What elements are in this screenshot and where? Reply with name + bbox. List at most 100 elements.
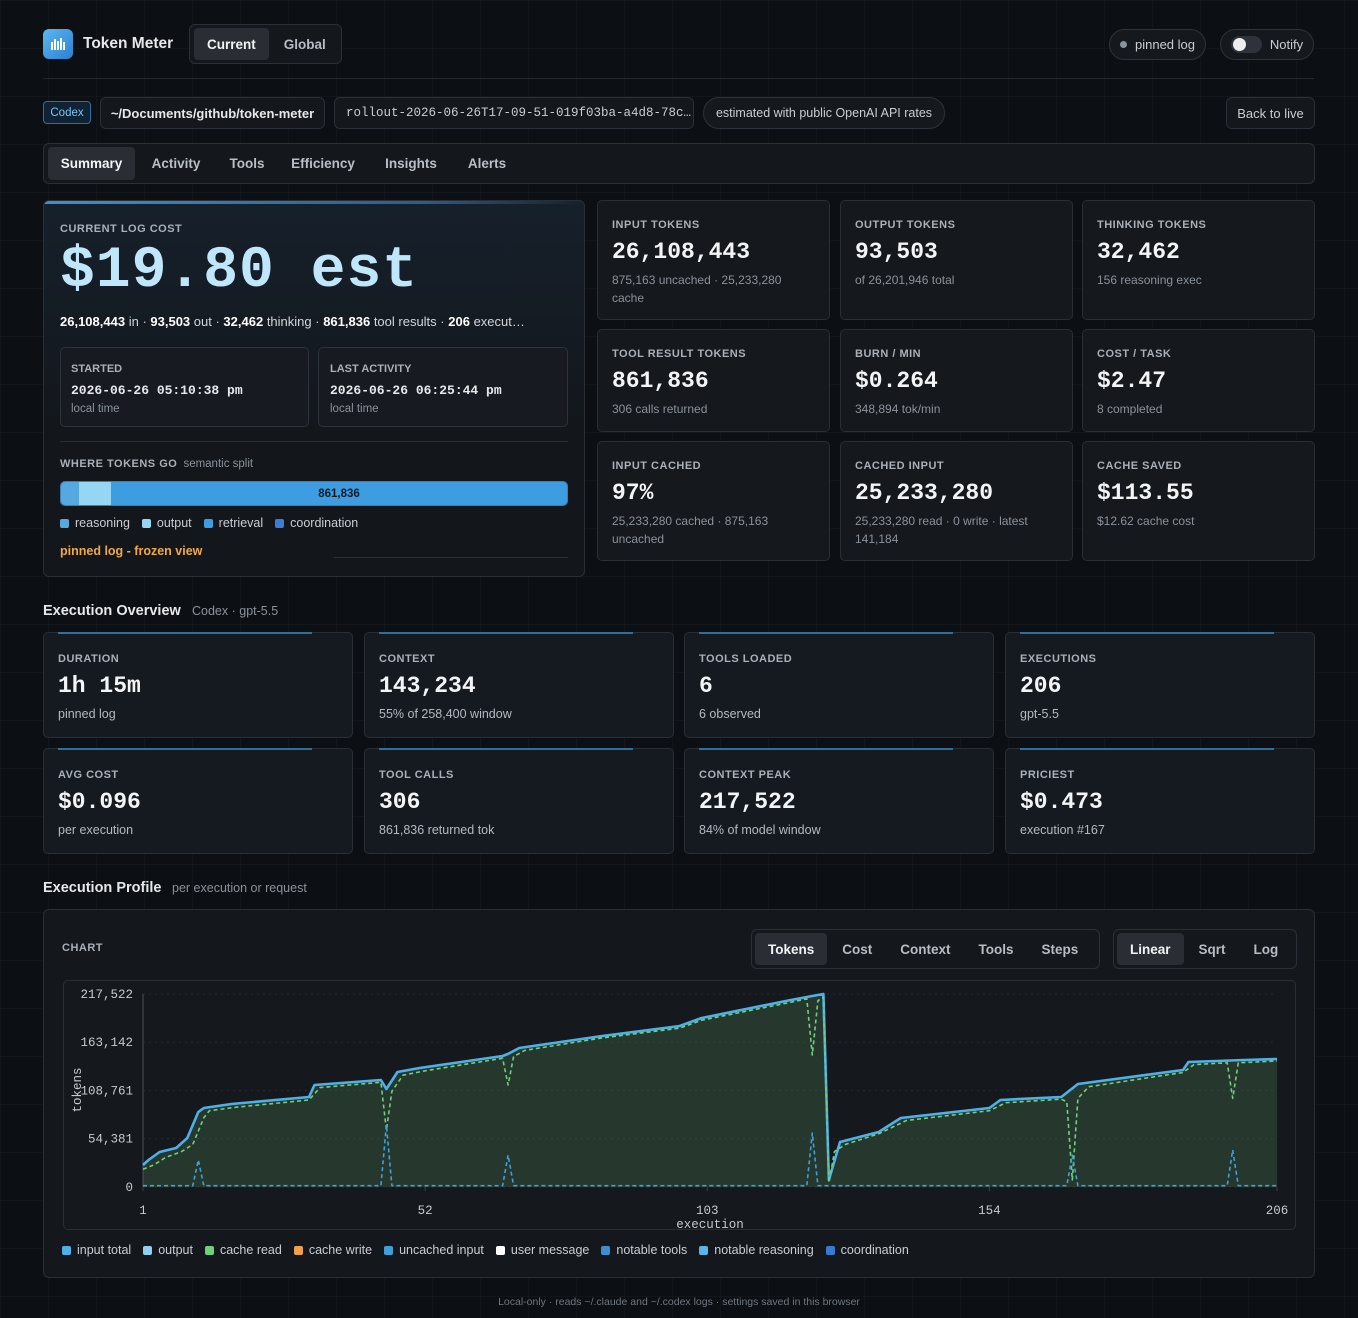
stat-note: gpt-5.5 bbox=[1020, 707, 1059, 721]
split-label: 861,836 bbox=[111, 482, 567, 505]
cost-card: CURRENT LOG COST $19.80 est 26,108,443 i… bbox=[43, 200, 585, 577]
stat-value: 26,108,443 bbox=[612, 239, 751, 265]
mode-option[interactable]: Cost bbox=[842, 941, 873, 957]
legend-text: retrieval bbox=[218, 516, 264, 530]
tab[interactable]: Efficiency bbox=[291, 156, 355, 171]
legend-swatch bbox=[204, 1245, 214, 1255]
y-tick-label: 217,522 bbox=[80, 988, 133, 1002]
stat-value: 861,836 bbox=[612, 368, 709, 394]
breakdown-unit: thinking bbox=[266, 314, 312, 329]
scope-current[interactable]: Current bbox=[194, 28, 269, 60]
profile-subtitle: per execution or request bbox=[172, 881, 307, 895]
x-axis-label: execution bbox=[676, 1218, 744, 1229]
legend-item: coordination bbox=[825, 1243, 909, 1257]
legend-item: cache write bbox=[293, 1243, 372, 1257]
stat-note: 156 reasoning exec bbox=[1097, 273, 1202, 287]
stat-card: EXECUTIONS 206 gpt-5.5 bbox=[1005, 632, 1315, 738]
started-box: STARTED 2026-06-26 05:10:38 pm local tim… bbox=[60, 347, 309, 427]
legend-text: notable reasoning bbox=[714, 1243, 814, 1257]
stat-label: CONTEXT PEAK bbox=[699, 769, 792, 781]
tab[interactable]: Alerts bbox=[467, 156, 507, 171]
mode-option[interactable]: Steps bbox=[1041, 941, 1079, 957]
stat-label: CONTEXT bbox=[379, 653, 436, 665]
breakdown-value: 861,836 bbox=[323, 314, 371, 329]
legend-text: cache read bbox=[219, 1243, 282, 1257]
series-line bbox=[142, 992, 1278, 1182]
tab[interactable]: Tools bbox=[229, 156, 265, 171]
tab[interactable]: Insights bbox=[385, 156, 437, 171]
scope-global[interactable]: Global bbox=[283, 36, 326, 52]
stat-note: 6 observed bbox=[699, 707, 761, 721]
stat-value: 217,522 bbox=[699, 789, 796, 815]
area bbox=[143, 994, 1277, 1187]
cost-label: CURRENT LOG COST bbox=[60, 223, 183, 235]
cost-breakdown: 26,108,443 in93,503 out32,462 thinking86… bbox=[60, 314, 525, 329]
stat-label: CACHED INPUT bbox=[855, 460, 945, 472]
stat-note: pinned log bbox=[58, 707, 116, 721]
scale-toggle: Linear Sqrt Log bbox=[1113, 929, 1297, 969]
legend-swatch bbox=[62, 1245, 71, 1255]
split-bar: 861,836 bbox=[60, 481, 568, 506]
stat-card: CONTEXT PEAK 217,522 84% of model window bbox=[684, 748, 994, 854]
stat-value: $113.55 bbox=[1097, 480, 1194, 506]
legend-item: reasoning bbox=[60, 516, 130, 530]
legend-item: notable reasoning bbox=[699, 1243, 814, 1257]
mode-option[interactable]: Tools bbox=[978, 941, 1014, 957]
overview-title: Execution Overview bbox=[43, 603, 181, 619]
mode-toggle: Tokens Cost Context Tools Steps bbox=[751, 929, 1100, 969]
where-head: WHERE TOKENS GO semantic split bbox=[60, 458, 253, 470]
back-button[interactable]: Back to live bbox=[1226, 97, 1315, 129]
cost-value: $19.80 est bbox=[60, 239, 419, 304]
profile-panel: CHART Tokens Cost Context Tools Steps Linear… bbox=[43, 909, 1315, 1278]
profile-title: Execution Profile bbox=[43, 880, 162, 896]
scale-option[interactable]: Sqrt bbox=[1198, 941, 1226, 957]
mode-option[interactable]: Context bbox=[900, 941, 951, 957]
scale-option[interactable]: Linear bbox=[1117, 933, 1184, 965]
stat-card: INPUT TOKENS 26,108,443 875,163 uncached ·… bbox=[597, 200, 830, 320]
stat-value: 206 bbox=[1020, 673, 1062, 699]
x-tick-label: 206 bbox=[1266, 1204, 1289, 1218]
stat-card: OUTPUT TOKENS 93,503 of 26,201,946 total bbox=[840, 200, 1073, 320]
legend-swatch bbox=[699, 1245, 709, 1255]
stat-label: INPUT TOKENS bbox=[612, 219, 700, 231]
legend-text: coordination bbox=[290, 516, 359, 530]
legend-text: output bbox=[158, 1243, 193, 1257]
stat-value: $0.096 bbox=[58, 789, 141, 815]
legend-item: retrieval bbox=[203, 516, 264, 530]
started-note: local time bbox=[71, 403, 120, 415]
breakdown-item: 206 execut… bbox=[437, 314, 525, 329]
mode-option[interactable]: Tokens bbox=[755, 933, 828, 965]
stat-card: PRICIEST $0.473 execution #167 bbox=[1005, 748, 1315, 854]
where-note: semantic split bbox=[183, 458, 254, 470]
stat-card: CACHED INPUT 25,233,280 25,233,280 read · … bbox=[840, 441, 1073, 561]
breakdown-value: 26,108,443 bbox=[60, 314, 126, 329]
notify-pill[interactable]: Notify bbox=[1220, 29, 1314, 60]
stat-note: 25,233,280 read · 0 write · latest 141,1… bbox=[855, 514, 1028, 546]
legend-text: coordination bbox=[840, 1243, 909, 1257]
stat-note: 348,894 tok/min bbox=[855, 402, 941, 416]
pinned-pill[interactable]: pinned log bbox=[1109, 29, 1206, 60]
legend-item: output bbox=[143, 1243, 193, 1257]
legend-swatch bbox=[495, 1245, 505, 1255]
scale-option[interactable]: Log bbox=[1253, 941, 1279, 957]
legend-item: input total bbox=[62, 1243, 131, 1257]
y-axis-label: tokens bbox=[71, 1067, 85, 1112]
tab[interactable]: Summary bbox=[48, 147, 135, 180]
stat-card: TOOLS LOADED 6 6 observed bbox=[684, 632, 994, 738]
file-box: rollout-2026-06-26T17-09-51-019f03ba-a4d… bbox=[334, 97, 694, 129]
x-tick-label: 154 bbox=[978, 1204, 1001, 1218]
stat-note: 25,233,280 cached · 875,163 uncached bbox=[612, 514, 769, 546]
last-value: 2026-06-26 06:25:44 pm bbox=[330, 383, 502, 398]
legend-swatch bbox=[203, 518, 213, 528]
chart-frame: 0 54,381 108,761 163,142 217,522 1 52 103 154 206… bbox=[63, 980, 1296, 1232]
stat-note: 861,836 returned tok bbox=[379, 823, 495, 837]
brand: Token Meter bbox=[83, 35, 174, 52]
stat-card: BURN / MIN $0.264 348,894 tok/min bbox=[840, 329, 1073, 432]
legend-item: output bbox=[141, 516, 192, 530]
legend-swatch bbox=[293, 1245, 303, 1255]
stat-value: 25,233,280 bbox=[855, 480, 994, 506]
tab[interactable]: Activity bbox=[151, 156, 201, 171]
chart: 0 54,381 108,761 163,142 217,522 1 52 103 154 206… bbox=[71, 988, 1289, 1232]
started-label: STARTED bbox=[71, 363, 123, 375]
